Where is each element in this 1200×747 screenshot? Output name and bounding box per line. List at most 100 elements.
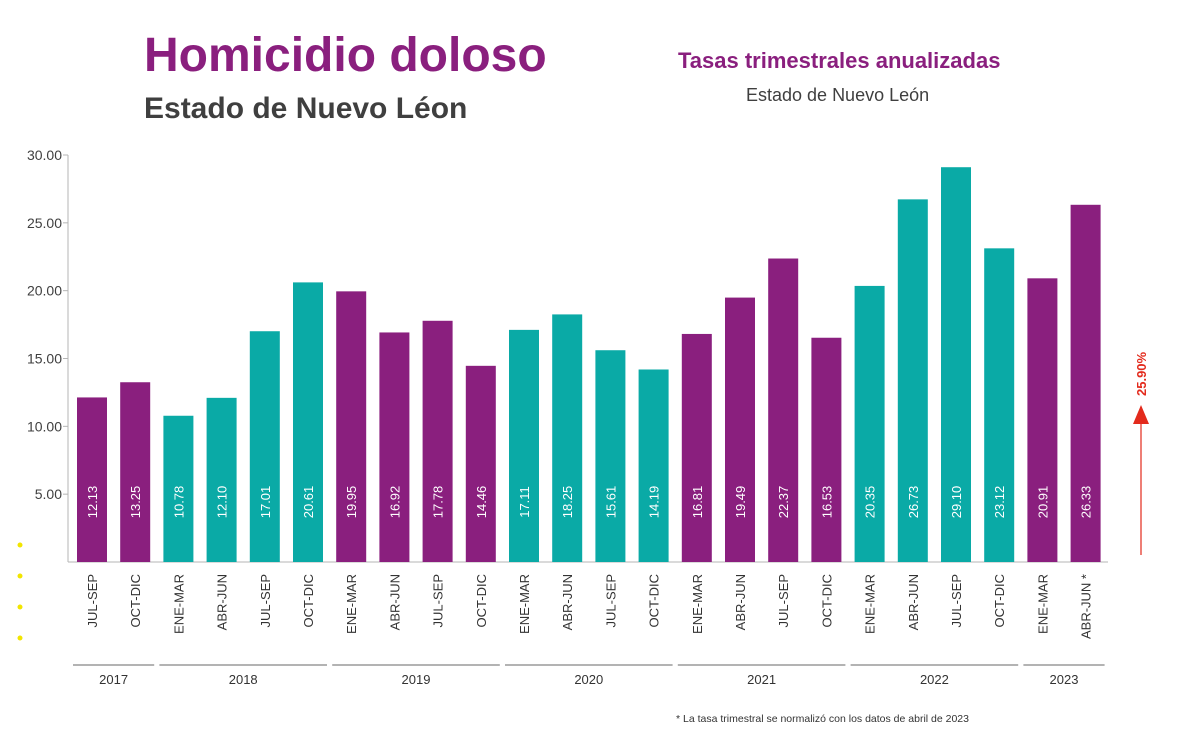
rates-title: Tasas trimestrales anualizadas bbox=[678, 48, 1001, 73]
bar-value-label: 18.25 bbox=[560, 486, 575, 519]
bar-value-label: 17.01 bbox=[258, 486, 273, 519]
yellow-dot bbox=[17, 635, 23, 641]
bar bbox=[941, 167, 971, 562]
bar-value-label: 13.25 bbox=[128, 486, 143, 519]
x-tick-label: OCT-DIC bbox=[819, 574, 834, 627]
change-percent-label: 25.90% bbox=[1134, 351, 1149, 396]
y-tick-label: 10.00 bbox=[27, 418, 62, 434]
bar-value-label: 22.37 bbox=[776, 486, 791, 519]
bar-value-label: 20.91 bbox=[1035, 486, 1050, 519]
y-tick-label: 5.00 bbox=[35, 486, 62, 502]
bar bbox=[984, 248, 1015, 562]
bar-value-label: 19.95 bbox=[344, 486, 359, 519]
year-labels: 2017 2018 2019 2020 2021 2022 2023 bbox=[73, 664, 1105, 687]
x-tick-label: ENE-MAR bbox=[863, 574, 878, 634]
bar bbox=[206, 397, 237, 562]
year-label: 2017 bbox=[99, 672, 128, 687]
bar-value-label: 17.11 bbox=[517, 486, 532, 518]
bar-value-label: 12.13 bbox=[85, 486, 100, 519]
bar bbox=[379, 332, 410, 562]
x-tick-label: ENE-MAR bbox=[690, 574, 705, 634]
bar-value-label: 16.81 bbox=[690, 486, 705, 519]
bar bbox=[681, 333, 712, 562]
x-tick-label: OCT-DIC bbox=[301, 574, 316, 627]
bar-value-label: 23.12 bbox=[992, 486, 1007, 519]
bar-value-label: 17.78 bbox=[431, 486, 446, 519]
y-tick-label: 25.00 bbox=[27, 215, 62, 231]
bar bbox=[638, 369, 669, 562]
x-tick-label: ENE-MAR bbox=[344, 574, 359, 634]
change-arrow-head bbox=[1133, 405, 1149, 424]
bars-group: 12.13 13.25 10.78 12.10 17.01 20.61 19.95 16.92… bbox=[77, 167, 1101, 562]
x-tick-label: JUL-SEP bbox=[431, 574, 446, 627]
x-tick-label: OCT-DIC bbox=[474, 574, 489, 627]
bar bbox=[897, 199, 928, 562]
footnote: * La tasa trimestral se normalizó con lo… bbox=[676, 713, 969, 725]
bar bbox=[725, 297, 755, 562]
rates-subtitle: Estado de Nuevo León bbox=[746, 85, 930, 105]
x-tick-label: ENE-MAR bbox=[1035, 574, 1050, 634]
bar-value-label: 16.92 bbox=[387, 486, 402, 519]
bar bbox=[163, 415, 194, 562]
yellow-dot bbox=[17, 604, 23, 610]
x-tick-label: OCT-DIC bbox=[992, 574, 1007, 627]
x-tick-label: ENE-MAR bbox=[517, 574, 532, 634]
x-tick-labels: JUL-SEP OCT-DIC ENE-MAR ABR-JUN JUL-SEP OCT-D… bbox=[85, 574, 1094, 639]
bar-value-label: 15.61 bbox=[603, 486, 618, 519]
bar bbox=[120, 382, 151, 562]
chart-subtitle: Estado de Nuevo Léon bbox=[144, 92, 468, 125]
bar bbox=[1027, 278, 1058, 562]
bar bbox=[768, 258, 799, 562]
bar-value-label: 10.78 bbox=[171, 486, 186, 519]
bar bbox=[77, 397, 107, 562]
decorative-dots bbox=[17, 542, 23, 641]
x-tick-label: ENE-MAR bbox=[171, 574, 186, 634]
bar-value-label: 20.35 bbox=[863, 486, 878, 519]
x-tick-label: JUL-SEP bbox=[776, 574, 791, 627]
x-tick-label: ABR-JUN bbox=[387, 574, 402, 630]
bar bbox=[293, 282, 323, 562]
bar-value-label: 26.73 bbox=[906, 486, 921, 519]
bar-value-label: 12.10 bbox=[215, 486, 230, 519]
x-tick-label: JUL-SEP bbox=[603, 574, 618, 627]
bar-value-label: 19.49 bbox=[733, 486, 748, 519]
yellow-dot bbox=[17, 542, 23, 548]
y-tick-label: 15.00 bbox=[27, 351, 62, 367]
bar-value-label: 20.61 bbox=[301, 486, 316, 519]
change-annotation: 25.90% bbox=[1133, 351, 1149, 555]
year-label: 2022 bbox=[920, 672, 949, 687]
x-tick-label: ABR-JUN * bbox=[1079, 574, 1094, 639]
bar bbox=[509, 329, 539, 562]
x-tick-label: JUL-SEP bbox=[258, 574, 273, 627]
y-axis: 30.00 25.00 20.00 15.00 10.00 5.00 bbox=[27, 147, 1108, 563]
year-label: 2021 bbox=[747, 672, 776, 687]
bar bbox=[336, 291, 367, 562]
bar bbox=[552, 314, 583, 562]
bar bbox=[811, 337, 842, 562]
bar bbox=[249, 331, 280, 562]
x-tick-label: JUL-SEP bbox=[85, 574, 100, 627]
x-tick-label: JUL-SEP bbox=[949, 574, 964, 627]
y-tick-label: 20.00 bbox=[27, 283, 62, 299]
bar-value-label: 14.19 bbox=[647, 486, 662, 519]
x-tick-label: OCT-DIC bbox=[128, 574, 143, 627]
bar-value-label: 16.53 bbox=[819, 486, 834, 519]
year-label: 2019 bbox=[402, 672, 431, 687]
chart-title: Homicidio doloso bbox=[144, 29, 547, 82]
x-tick-label: ABR-JUN bbox=[560, 574, 575, 630]
bar-value-label: 29.10 bbox=[949, 486, 964, 519]
bar bbox=[1070, 204, 1101, 562]
bar-value-label: 26.33 bbox=[1079, 486, 1094, 519]
year-label: 2023 bbox=[1050, 672, 1079, 687]
bar-value-label: 14.46 bbox=[474, 486, 489, 519]
bar bbox=[854, 285, 885, 562]
bar bbox=[465, 365, 496, 562]
y-tick-label: 30.00 bbox=[27, 147, 62, 163]
x-tick-label: OCT-DIC bbox=[647, 574, 662, 627]
bar bbox=[595, 350, 626, 562]
year-label: 2018 bbox=[229, 672, 258, 687]
yellow-dot bbox=[17, 573, 23, 579]
x-tick-label: ABR-JUN bbox=[733, 574, 748, 630]
year-label: 2020 bbox=[574, 672, 603, 687]
